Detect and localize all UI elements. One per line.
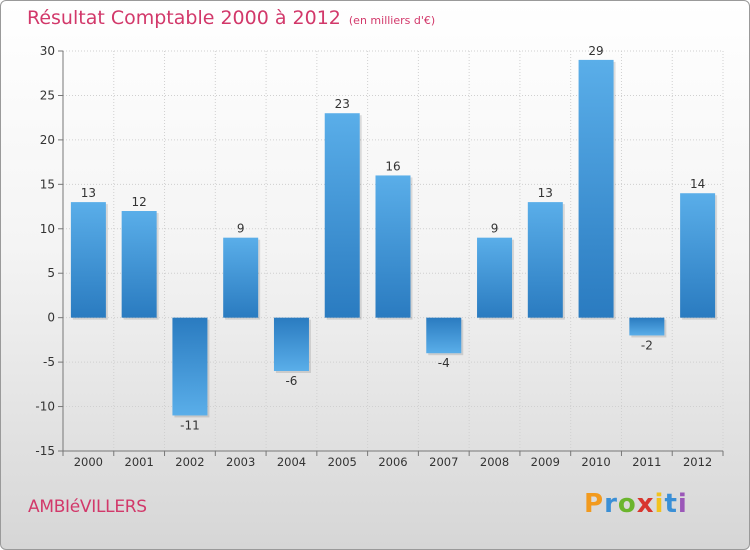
- axes: 30 25 20 15 10 5 0 -5 -10 -15 2000 2001 2002 2003 2004…: [35, 44, 724, 469]
- chart-title: Résultat Comptable 2000 à 2012 (en millie…: [27, 7, 435, 29]
- proxiti-letter: i: [654, 489, 665, 519]
- bar-2004: [273, 317, 309, 371]
- bar-2007: [426, 317, 462, 354]
- x-tick-label: 2003: [226, 455, 255, 469]
- bar-2010: [578, 59, 614, 318]
- proxiti-letter: o: [617, 489, 637, 519]
- x-tick-label: 2009: [531, 455, 560, 469]
- x-tick-label: 2005: [328, 455, 357, 469]
- bar-2000: [70, 202, 106, 318]
- bar-2006: [375, 175, 411, 318]
- data-label: -2: [641, 338, 653, 352]
- bar-2008: [477, 237, 513, 318]
- proxiti-letter: t: [664, 489, 678, 519]
- data-label: 9: [491, 222, 499, 236]
- bar-2012: [680, 193, 716, 318]
- y-tick-label: 0: [47, 311, 55, 325]
- x-tick-label: 2011: [632, 455, 661, 469]
- proxiti-letter: x: [636, 489, 655, 519]
- chart-subtitle: (en milliers d'€): [348, 14, 436, 27]
- y-tick-label: 5: [47, 266, 55, 280]
- data-label: -11: [180, 418, 200, 432]
- x-tick-label: 2012: [683, 455, 712, 469]
- data-label: 9: [237, 222, 245, 236]
- data-label: 23: [335, 97, 350, 111]
- proxiti-letter: P: [584, 489, 605, 519]
- data-label: 13: [538, 186, 553, 200]
- y-tick-label: 10: [40, 222, 55, 236]
- proxiti-logo[interactable]: Proxiti: [584, 489, 688, 519]
- y-tick-label: -5: [43, 355, 55, 369]
- bar-2009: [527, 202, 563, 318]
- data-label: -4: [438, 356, 450, 370]
- x-tick-label: 2000: [74, 455, 103, 469]
- bar-2011: [629, 317, 665, 336]
- x-tick-label: 2001: [125, 455, 154, 469]
- commune-name: AMBIéVILLERS: [28, 497, 147, 517]
- x-tick-label: 2002: [175, 455, 204, 469]
- x-tick-label: 2004: [277, 455, 306, 469]
- bar-2002: [172, 317, 208, 416]
- x-tick-label: 2006: [378, 455, 407, 469]
- x-tick-label: 2010: [581, 455, 610, 469]
- chart-title-text: Résultat Comptable 2000 à 2012: [27, 7, 341, 29]
- y-tick-label: -10: [35, 400, 55, 414]
- bars: [70, 59, 718, 418]
- data-label: -6: [285, 374, 297, 388]
- data-labels: 13 12 -11 9 -6 23 16 -4 9 13 29 -2 14: [81, 44, 706, 433]
- y-tick-label: -15: [35, 444, 55, 458]
- bar-2005: [324, 113, 360, 318]
- y-tick-label: 25: [40, 88, 55, 102]
- x-tick-label: 2007: [429, 455, 458, 469]
- data-label: 12: [132, 195, 147, 209]
- x-tick-label: 2008: [480, 455, 509, 469]
- proxiti-letter: r: [604, 489, 618, 519]
- bar-2003: [223, 237, 259, 318]
- proxiti-letter: i: [677, 489, 688, 519]
- y-tick-label: 15: [40, 177, 55, 191]
- data-label: 14: [690, 177, 705, 191]
- data-label: 16: [385, 159, 400, 173]
- bar-2001: [121, 211, 157, 318]
- y-tick-label: 30: [40, 44, 55, 58]
- data-label: 13: [81, 186, 96, 200]
- data-label: 29: [588, 44, 603, 58]
- y-tick-label: 20: [40, 133, 55, 147]
